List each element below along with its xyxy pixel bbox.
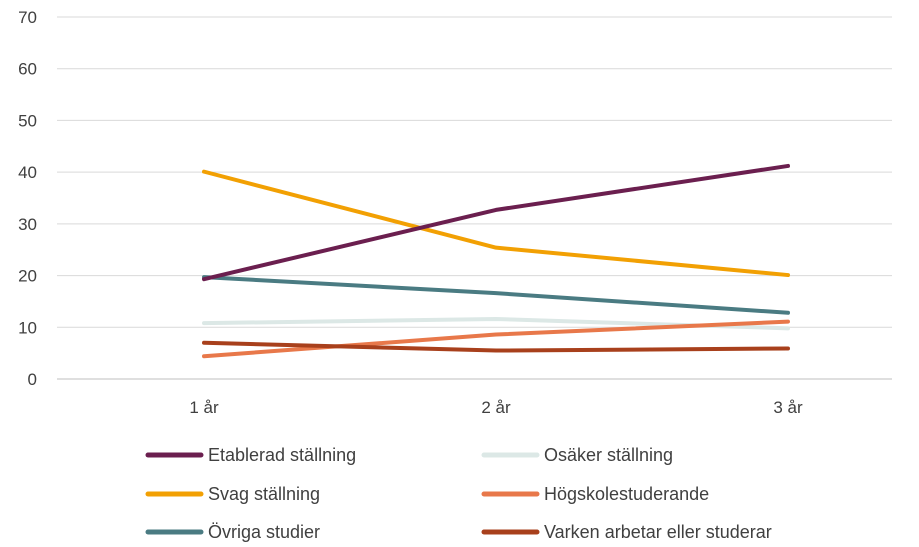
y-tick-label: 0 bbox=[28, 370, 37, 389]
y-tick-label: 10 bbox=[18, 318, 37, 337]
legend-label: Osäker ställning bbox=[544, 445, 673, 465]
legend-item: Högskolestuderande bbox=[481, 484, 709, 504]
x-tick-label: 1 år bbox=[189, 398, 219, 417]
legend-label: Svag ställning bbox=[208, 484, 320, 504]
legend-item: Svag ställning bbox=[145, 484, 320, 504]
gridlines bbox=[57, 16, 892, 380]
y-axis-ticks: 0 10 20 30 40 50 60 70 bbox=[18, 8, 37, 389]
legend-item: Varken arbetar eller studerar bbox=[481, 522, 772, 542]
x-tick-label: 2 år bbox=[481, 398, 511, 417]
y-tick-label: 50 bbox=[18, 111, 37, 130]
series-lines bbox=[202, 163, 790, 359]
y-tick-label: 40 bbox=[18, 163, 37, 182]
legend-label: Högskolestuderande bbox=[544, 484, 709, 504]
y-tick-label: 60 bbox=[18, 60, 37, 79]
legend-label: Varken arbetar eller studerar bbox=[544, 522, 772, 542]
x-axis-ticks: 1 år 2 år 3 år bbox=[189, 398, 803, 417]
legend-item: Övriga studier bbox=[145, 522, 320, 542]
series-line-0 bbox=[202, 163, 790, 282]
y-tick-label: 70 bbox=[18, 8, 37, 27]
x-tick-label: 3 år bbox=[773, 398, 803, 417]
y-tick-label: 20 bbox=[18, 267, 37, 286]
legend-label: Övriga studier bbox=[208, 522, 320, 542]
legend-item: Osäker ställning bbox=[481, 445, 673, 465]
y-tick-label: 30 bbox=[18, 215, 37, 234]
series-line-4 bbox=[202, 275, 790, 315]
legend: Etablerad ställning Osäker ställning Svag … bbox=[145, 445, 772, 542]
legend-item: Etablerad ställning bbox=[145, 445, 356, 465]
legend-label: Etablerad ställning bbox=[208, 445, 356, 465]
